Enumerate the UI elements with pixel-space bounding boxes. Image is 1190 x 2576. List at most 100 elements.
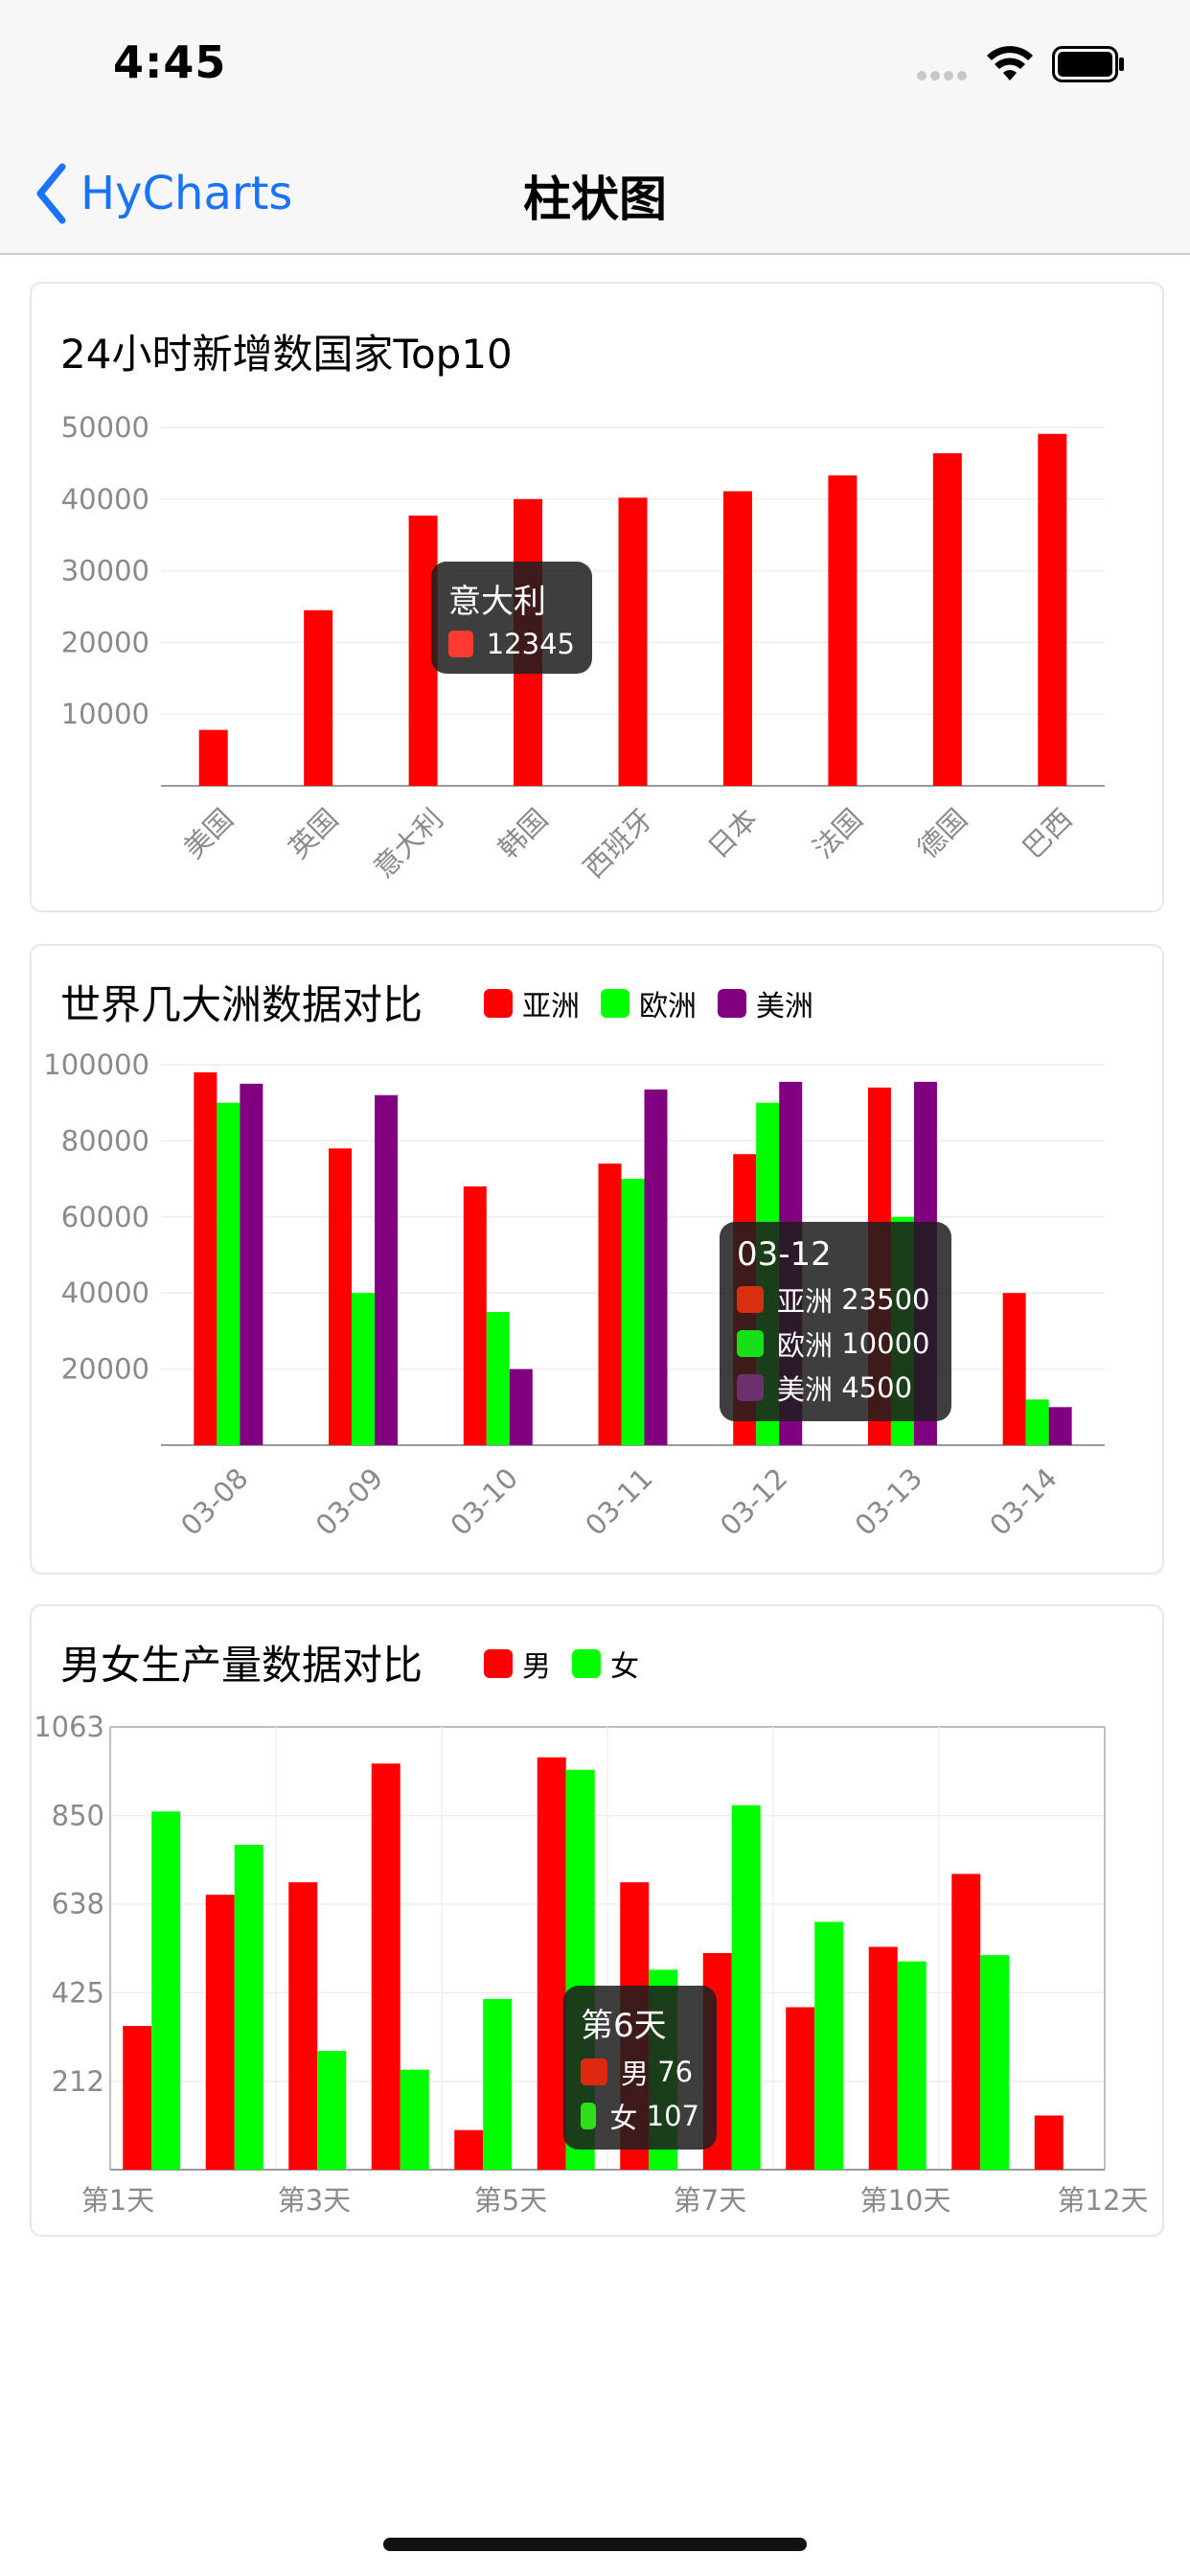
x-tick-label: 第3天 (278, 2184, 351, 2217)
signal-dots-icon (917, 71, 967, 80)
x-tick-label: 日本 (701, 802, 764, 864)
y-tick-label: 425 (52, 1976, 104, 2009)
bar (352, 1293, 376, 1445)
bar (205, 1895, 235, 2170)
y-tick-label: 50000 (61, 411, 149, 444)
tooltip-title: 03-12 (737, 1235, 832, 1274)
bar (897, 1961, 927, 2170)
legend-item-female[interactable]: 女 (572, 1643, 639, 1685)
bar (980, 1955, 1010, 2170)
x-tick-label: 西班牙 (577, 802, 659, 885)
bar (371, 1763, 400, 2170)
bar (509, 1368, 533, 1445)
x-tick-label: 03-10 (444, 1461, 524, 1542)
tooltip-value: 107 (646, 2100, 699, 2132)
x-tick-label: 03-08 (174, 1461, 255, 1542)
bar (828, 475, 858, 786)
legend-item-asia[interactable]: 亚洲 (484, 982, 580, 1024)
chart-card-gender: 男女生产量数据对比 男 女 212 425 638 850 1063 第1天 第3天 第5天 第… (30, 1604, 1164, 2237)
y-tick-label: 80000 (61, 1124, 149, 1157)
status-bar: 4:45 (0, 0, 1190, 134)
x-tick-label: 美国 (177, 802, 240, 864)
x-tick-label: 03-12 (714, 1461, 794, 1542)
x-tick-label: 意大利 (367, 802, 449, 885)
bar-chart-top10[interactable]: 1000020000300004000050000美国 英国 意大利 韩国 西班牙 日本法… (32, 284, 1162, 910)
x-tick-label: 第10天 (860, 2184, 951, 2217)
x-tick-label: 英国 (282, 802, 344, 864)
tooltip-row: 亚洲 23500 (737, 1279, 934, 1320)
bar (217, 1102, 240, 1445)
legend-label: 欧洲 (639, 990, 697, 1024)
tooltip-label: 欧洲 (777, 1329, 834, 1362)
x-tick-label: 德国 (911, 802, 973, 864)
bar-chart-continents[interactable]: 20000 40000 60000 80000 100000 03-08 03-09 03-1… (32, 946, 1162, 1573)
bar (400, 2069, 429, 2170)
bar (932, 452, 962, 786)
chart-card-top10: 24小时新增数国家Top10 10000 20000 30000 40000 50000… (30, 282, 1164, 912)
chart-tooltip: 03-12 亚洲 23500 欧洲 10000 美洲 4500 (720, 1222, 951, 1421)
tooltip-row: 美洲 4500 (737, 1368, 934, 1408)
x-tick-label: 法国 (807, 802, 869, 864)
bar (317, 2051, 347, 2170)
y-tick-label: 30000 (61, 555, 149, 587)
x-tick-label: 巴西 (1017, 802, 1079, 864)
legend-item-europe[interactable]: 欧洲 (601, 982, 697, 1024)
tooltip-title: 第6天 (581, 2007, 667, 2045)
bar (1025, 1399, 1049, 1445)
back-button[interactable]: HyCharts (34, 159, 292, 228)
battery-icon (1052, 46, 1124, 82)
tooltip-value: 4500 (841, 1371, 913, 1404)
y-tick-label: 638 (52, 1888, 104, 1920)
bar (1002, 1293, 1026, 1445)
bar (240, 1083, 263, 1445)
bar (598, 1163, 622, 1445)
bar (618, 497, 648, 786)
tooltip-row: 女 107 (581, 2096, 699, 2136)
chevron-left-icon (36, 163, 66, 224)
back-button-label: HyCharts (80, 167, 293, 220)
status-time: 4:45 (113, 36, 227, 88)
legend-label: 女 (610, 1650, 639, 1684)
tooltip-row: 欧洲 10000 (737, 1323, 934, 1364)
tooltip-swatch (737, 1286, 764, 1313)
bar (454, 2129, 484, 2170)
bar (786, 2007, 815, 2170)
bar (288, 1882, 318, 2170)
legend-swatch (484, 1649, 513, 1678)
tooltip-swatch (737, 1374, 764, 1401)
x-tick-label: 韩国 (492, 802, 554, 864)
home-indicator[interactable] (383, 2538, 807, 2551)
legend-swatch (718, 989, 746, 1018)
bar (951, 1874, 981, 2170)
bar (1038, 433, 1067, 786)
x-tick-label: 03-09 (309, 1461, 390, 1542)
bar (329, 1148, 353, 1445)
chart-tooltip: 第6天 男 76 女 107 (563, 1986, 717, 2150)
tooltip-label: 美洲 (777, 1373, 834, 1406)
y-tick-label: 40000 (61, 483, 149, 516)
legend-label: 美洲 (756, 990, 813, 1024)
bar (483, 1998, 513, 2170)
bar (1048, 1407, 1072, 1445)
y-tick-label: 40000 (61, 1276, 149, 1309)
tooltip-label: 亚洲 (777, 1285, 834, 1318)
wifi-icon (987, 46, 1033, 80)
bar (1034, 2115, 1064, 2170)
tooltip-swatch (581, 2103, 597, 2129)
bar (304, 610, 333, 786)
bar (194, 1071, 217, 1445)
bar (198, 729, 228, 786)
chart-title: 24小时新增数国家Top10 (60, 331, 513, 378)
tooltip-row: 男 76 (581, 2052, 699, 2092)
x-tick-label: 第5天 (474, 2184, 547, 2217)
x-tick-label: 第1天 (81, 2184, 154, 2217)
legend-item-america[interactable]: 美洲 (718, 982, 813, 1024)
bar (375, 1094, 399, 1445)
tooltip-value: 23500 (841, 1283, 930, 1316)
y-tick-label: 20000 (61, 626, 149, 658)
legend-item-male[interactable]: 男 (484, 1643, 551, 1685)
chart-card-continents: 世界几大洲数据对比 亚洲 欧洲 美洲 20000 40000 60000 80000 1… (30, 944, 1164, 1575)
y-tick-label: 1063 (34, 1711, 104, 1743)
y-tick-label: 20000 (61, 1353, 149, 1386)
tooltip-value: 12345 (486, 628, 575, 660)
